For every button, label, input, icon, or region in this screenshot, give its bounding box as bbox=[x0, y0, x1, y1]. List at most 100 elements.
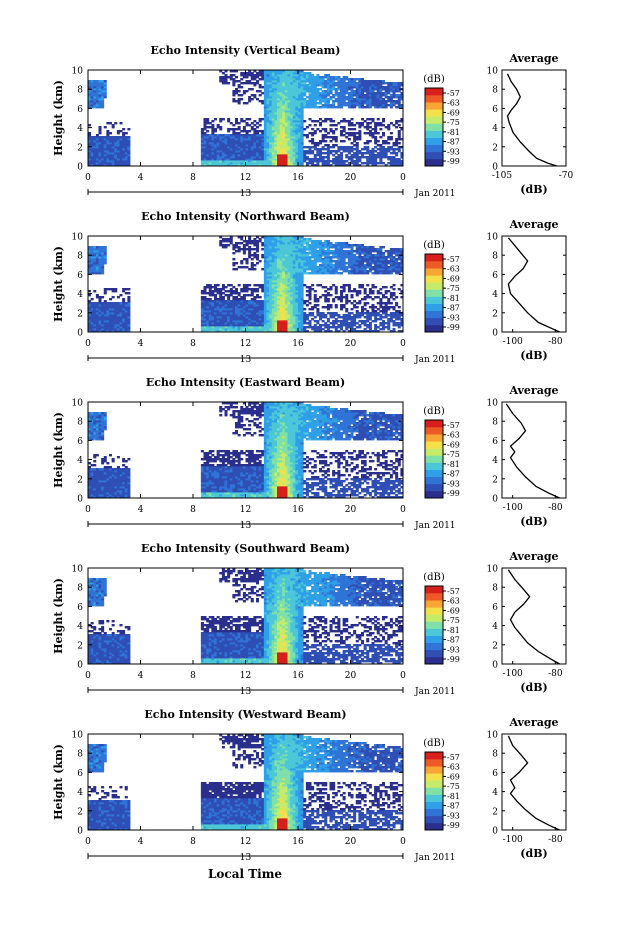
profile-y-tick-label: 6 bbox=[492, 603, 498, 613]
x-tick-label: 12 bbox=[240, 671, 251, 681]
date-tick-label: 13 bbox=[240, 189, 252, 199]
profile-y-tick-label: 8 bbox=[492, 750, 498, 760]
profile-y-tick-label: 0 bbox=[492, 329, 498, 339]
colorbar-tick-label: -69 bbox=[447, 772, 460, 781]
y-tick-label: 10 bbox=[72, 67, 84, 77]
profile-y-tick-label: 0 bbox=[492, 163, 498, 173]
profile-frame bbox=[501, 401, 567, 499]
profile-y-tick-label: 2 bbox=[492, 641, 498, 651]
profile-line bbox=[505, 403, 560, 499]
profile-y-tick-label: 6 bbox=[492, 105, 498, 115]
colorbar-tick-label: -75 bbox=[447, 284, 460, 293]
colorbar-tick-label: -99 bbox=[447, 489, 460, 498]
colorbar-frame bbox=[424, 87, 444, 167]
colorbar-tick-label: -99 bbox=[447, 821, 460, 830]
x-tick-label: 0 bbox=[400, 505, 406, 515]
colorbar-swatch bbox=[425, 441, 443, 449]
y-axis-label: Height (km) bbox=[52, 246, 65, 322]
y-tick-label: 4 bbox=[77, 124, 83, 134]
colorbar-swatch bbox=[425, 310, 443, 319]
colorbar-frame bbox=[424, 419, 444, 499]
y-tick-label: 10 bbox=[72, 565, 84, 575]
colorbar-tick-label: -57 bbox=[447, 587, 460, 596]
x-tick-label: 8 bbox=[190, 505, 196, 515]
x-tick-label: 20 bbox=[345, 505, 357, 515]
x-tick-label: 16 bbox=[292, 173, 304, 183]
colorbar-tick-label: -99 bbox=[447, 157, 460, 166]
y-tick-label: 6 bbox=[77, 769, 83, 779]
colorbar-tick-label: -93 bbox=[447, 313, 460, 322]
date-label: Jan 2011 bbox=[414, 189, 456, 199]
x-tick-label: 0 bbox=[85, 671, 91, 681]
x-tick-label: 4 bbox=[138, 339, 144, 349]
profile-y-tick-label: 6 bbox=[492, 769, 498, 779]
colorbar-swatch bbox=[425, 116, 443, 124]
profile-x-tick-label: -100 bbox=[503, 669, 523, 679]
x-tick-label: 4 bbox=[138, 505, 144, 515]
profile-y-tick-label: 8 bbox=[492, 252, 498, 262]
date-tick-label: 13 bbox=[240, 355, 252, 365]
profile-frame bbox=[501, 567, 567, 665]
colorbar-tick-label: -69 bbox=[447, 274, 460, 283]
x-tick-label: 0 bbox=[400, 339, 406, 349]
colorbar-swatch bbox=[425, 289, 443, 297]
colorbar-swatch bbox=[425, 794, 443, 802]
colorbar-swatch bbox=[425, 815, 443, 824]
heatmap-cells bbox=[88, 734, 404, 831]
panel-4: Echo Intensity (Southward Beam) 0 2 4 6 8 10 He… bbox=[52, 542, 567, 697]
x-tick-label: 8 bbox=[190, 837, 196, 847]
profile-x-tick-label: -100 bbox=[503, 503, 523, 513]
x-tick-label: 4 bbox=[138, 173, 144, 183]
profile-frame bbox=[501, 235, 567, 333]
colorbar-frame bbox=[424, 253, 444, 333]
panel-5: Echo Intensity (Westward Beam) 0 2 4 6 8 10 Hei… bbox=[52, 708, 567, 863]
profile-y-tick-label: 8 bbox=[492, 86, 498, 96]
x-tick-label: 4 bbox=[138, 837, 144, 847]
y-tick-label: 2 bbox=[77, 641, 83, 651]
colorbar-swatch bbox=[425, 151, 443, 160]
x-tick-label: 16 bbox=[292, 837, 304, 847]
x-tick-label: 16 bbox=[292, 671, 304, 681]
profile-y-tick-label: 2 bbox=[492, 309, 498, 319]
profile-y-tick-label: 0 bbox=[492, 827, 498, 837]
colorbar-swatch bbox=[425, 490, 443, 499]
y-axis-label: Height (km) bbox=[52, 80, 65, 156]
colorbar-swatch bbox=[425, 324, 443, 333]
y-tick-label: 6 bbox=[77, 603, 83, 613]
profile-y-tick-label: 10 bbox=[487, 233, 499, 243]
colorbar-swatch bbox=[425, 144, 443, 153]
colorbar-tick-label: -81 bbox=[447, 626, 460, 635]
y-tick-label: 8 bbox=[77, 252, 83, 262]
profile-y-tick-label: 6 bbox=[492, 437, 498, 447]
colorbar-tick-label: -87 bbox=[447, 470, 460, 479]
x-tick-label: 20 bbox=[345, 671, 357, 681]
y-tick-label: 2 bbox=[77, 475, 83, 485]
colorbar-swatch bbox=[425, 649, 443, 658]
y-tick-label: 8 bbox=[77, 750, 83, 760]
colorbar-swatch bbox=[425, 88, 443, 96]
colorbar-tick-label: -99 bbox=[447, 323, 460, 332]
y-tick-label: 6 bbox=[77, 105, 83, 115]
x-tick-label: 12 bbox=[240, 837, 251, 847]
profile-frame bbox=[501, 733, 567, 831]
y-tick-label: 10 bbox=[72, 731, 84, 741]
y-tick-label: 4 bbox=[77, 456, 83, 466]
profile-line bbox=[507, 237, 560, 333]
x-tick-label: 4 bbox=[138, 671, 144, 681]
profile-y-tick-label: 8 bbox=[492, 584, 498, 594]
profile-x-tick-label: -100 bbox=[503, 337, 523, 347]
profile-x-label: (dB) bbox=[520, 183, 547, 196]
y-tick-label: 0 bbox=[77, 329, 83, 339]
x-tick-label: 20 bbox=[345, 173, 357, 183]
date-tick-label: 13 bbox=[240, 853, 252, 863]
colorbar-tick-label: -81 bbox=[447, 294, 460, 303]
colorbar-tick-label: -93 bbox=[447, 645, 460, 654]
colorbar-tick-label: -99 bbox=[447, 655, 460, 664]
profile-y-tick-label: 10 bbox=[487, 565, 499, 575]
colorbar-swatch bbox=[425, 254, 443, 262]
colorbar-swatch bbox=[425, 102, 443, 110]
date-tick-label: 13 bbox=[240, 521, 252, 531]
y-tick-label: 8 bbox=[77, 584, 83, 594]
x-tick-label: 0 bbox=[400, 173, 406, 183]
colorbar-swatch bbox=[425, 261, 443, 269]
